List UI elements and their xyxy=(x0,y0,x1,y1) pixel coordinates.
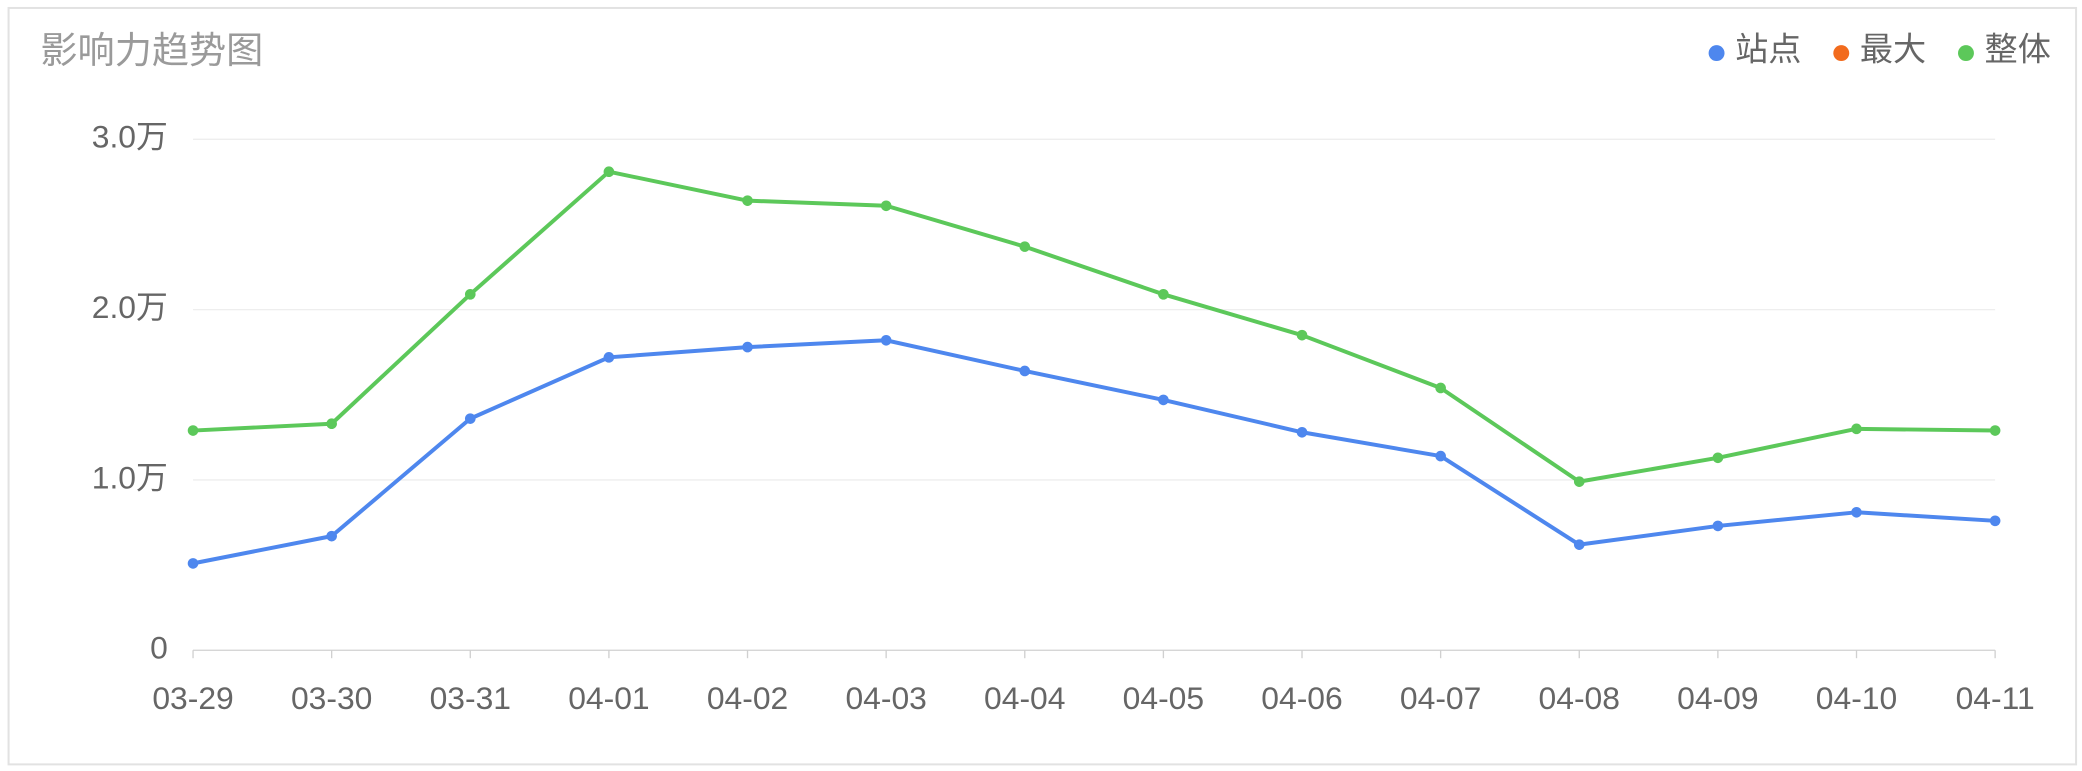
data-point xyxy=(1435,450,1446,462)
x-tick-label: 04-05 xyxy=(1123,680,1204,716)
x-tick-label: 04-11 xyxy=(1956,680,2035,716)
data-point xyxy=(1712,520,1724,532)
data-point xyxy=(742,195,753,206)
x-tick-label: 04-07 xyxy=(1400,680,1481,716)
data-point xyxy=(1296,426,1308,438)
y-tick-label: 2.0万 xyxy=(92,289,168,325)
data-point xyxy=(1573,539,1585,550)
series-line xyxy=(192,169,1996,484)
data-point xyxy=(603,352,615,363)
data-point xyxy=(326,418,337,430)
x-tick-label: 03-30 xyxy=(291,680,372,716)
x-tick-label: 04-10 xyxy=(1816,680,1897,716)
data-point xyxy=(1989,425,2001,436)
data-point xyxy=(880,334,892,346)
data-point xyxy=(1435,382,1446,394)
x-tick-label: 03-31 xyxy=(430,680,511,716)
legend-label: 整体 xyxy=(1985,32,2051,69)
y-tick-label: 3.0万 xyxy=(92,119,168,155)
x-tick-label: 04-03 xyxy=(845,680,926,716)
y-tick-label: 1.0万 xyxy=(92,459,168,495)
x-tick-label: 04-06 xyxy=(1261,680,1342,716)
legend-marker xyxy=(1708,45,1725,62)
x-tick-label: 04-01 xyxy=(568,680,649,716)
data-point xyxy=(1851,423,1862,435)
x-tick-label: 03-29 xyxy=(152,680,233,716)
data-point xyxy=(1296,329,1308,341)
data-point xyxy=(326,530,337,542)
x-tick-label: 04-09 xyxy=(1677,680,1758,716)
data-point xyxy=(187,425,199,436)
y-tick-label: 0 xyxy=(150,630,168,666)
series-line xyxy=(192,338,1996,566)
data-point xyxy=(742,341,753,353)
chart-title: 影响力趋势图 xyxy=(40,29,263,71)
data-point xyxy=(1019,241,1031,252)
x-tick-label: 04-02 xyxy=(707,680,788,716)
data-point xyxy=(1989,515,2001,527)
frame xyxy=(7,6,2078,766)
legend-label: 最大 xyxy=(1860,32,1926,69)
legend-marker xyxy=(1833,45,1850,62)
data-point xyxy=(1158,289,1169,300)
data-point xyxy=(1019,365,1031,377)
legend-marker xyxy=(1958,45,1974,62)
data-point xyxy=(464,413,476,424)
legend-label: 站点 xyxy=(1735,32,1801,69)
data-point xyxy=(880,200,892,212)
data-point xyxy=(603,166,615,178)
data-point xyxy=(1851,506,1862,518)
data-point xyxy=(1712,452,1724,464)
x-tick-label: 04-04 xyxy=(984,680,1065,716)
data-point xyxy=(464,289,476,300)
data-point xyxy=(1158,394,1169,406)
x-tick-label: 04-08 xyxy=(1539,680,1620,716)
data-point xyxy=(187,558,199,569)
data-point xyxy=(1573,476,1585,487)
